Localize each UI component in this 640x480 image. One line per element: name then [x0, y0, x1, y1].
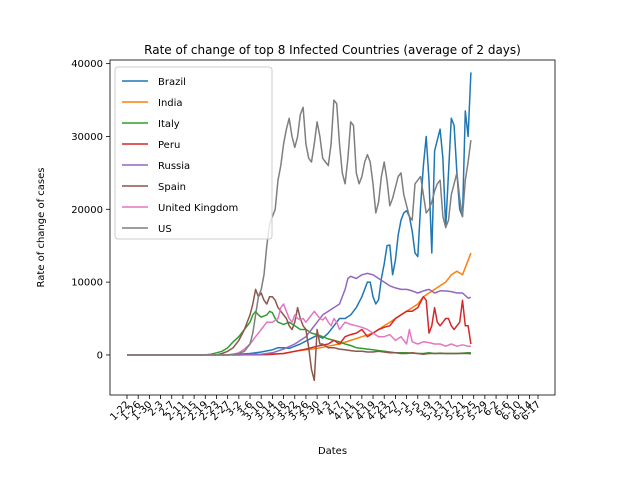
chart-title: Rate of change of top 8 Infected Countri… — [144, 43, 521, 57]
y-tick-label: 10000 — [71, 278, 103, 289]
legend-label-peru: Peru — [158, 140, 180, 151]
legend-label-brazil: Brazil — [158, 77, 186, 88]
legend-label-united-kingdom: United Kingdom — [158, 203, 238, 214]
y-tick-label: 20000 — [71, 205, 103, 216]
plot-area — [127, 72, 472, 382]
x-axis: 1-221-261-302-32-72-112-152-192-232-273-… — [108, 395, 543, 423]
y-axis: 0 10000 20000 30000 40000 — [71, 59, 110, 361]
series-line-peru — [127, 295, 472, 356]
y-axis-title: Rate of change of cases — [36, 168, 47, 288]
legend: Brazil India Italy Peru Russia Spain United Ki… — [114, 66, 273, 240]
y-tick-label: 30000 — [71, 132, 103, 143]
legend-label-russia: Russia — [158, 161, 190, 172]
y-tick-label: 0 — [97, 350, 103, 361]
x-axis-title: Dates — [318, 446, 347, 457]
legend-label-spain: Spain — [158, 182, 186, 193]
plot-frame — [109, 59, 556, 396]
series-line-brazil — [127, 72, 472, 356]
legend-label-us: US — [158, 224, 172, 235]
y-tick-label: 40000 — [71, 59, 103, 70]
series-line-united-kingdom — [127, 303, 471, 356]
legend-box — [114, 66, 273, 240]
legend-label-india: India — [158, 98, 183, 109]
series-line-us — [127, 99, 472, 356]
legend-label-italy: Italy — [158, 119, 180, 130]
series-line-italy — [127, 310, 471, 356]
